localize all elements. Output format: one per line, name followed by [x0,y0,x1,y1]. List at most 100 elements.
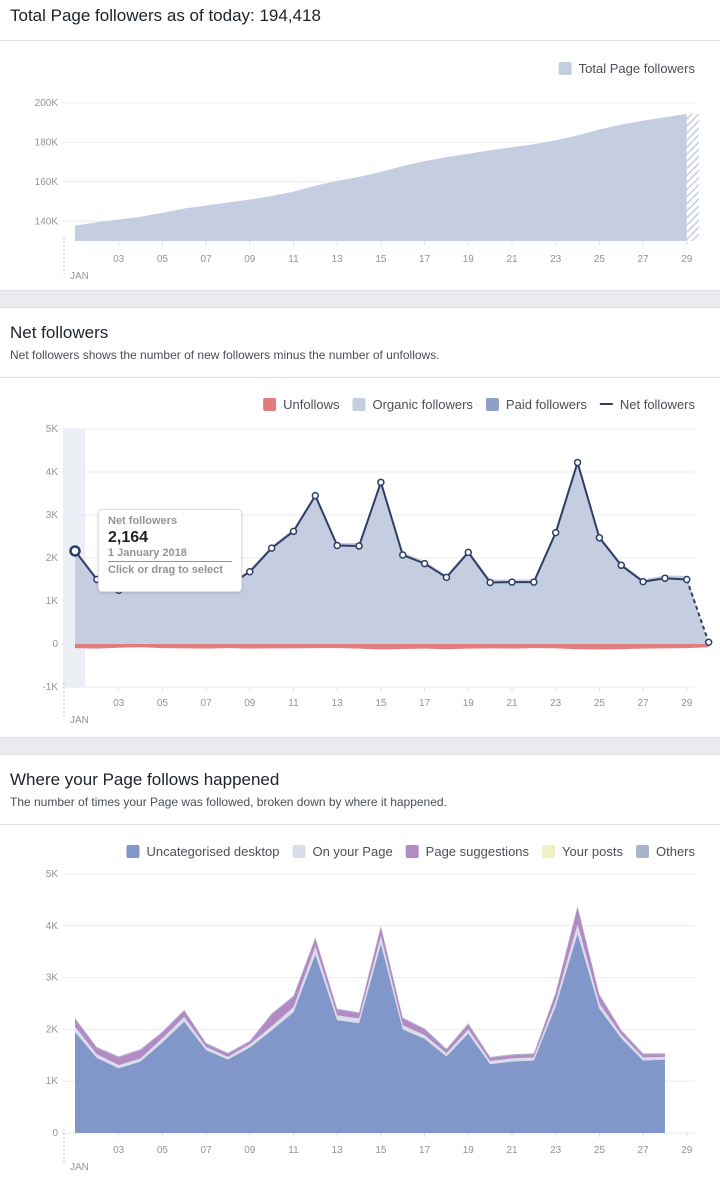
net-followers-chart[interactable]: -1K 0 1K 2K 3K 4K 5K 03 05 07 09 11 13 15 17 19 21 23 25 27… [0,378,720,738]
x-tick-label: 11 [288,1145,299,1156]
tooltip-value: 2,164 [108,529,149,546]
x-tick-label: 17 [419,698,431,709]
y-tick-label: 2K [46,553,59,564]
net-followers-subtitle: Net followers shows the number of new fo… [10,348,440,362]
x-tick-label: 23 [550,254,562,265]
x-tick-label: 19 [463,698,475,709]
x-axis-caption: JAN [70,1162,89,1173]
y-tick-label: -1K [42,682,58,693]
legend-swatch [558,62,572,75]
net-followers-point [420,559,429,568]
net-followers-point [683,575,691,584]
net-followers-point [355,542,363,550]
legend-label: Your posts [562,844,623,859]
total-followers-chart-panel: 140K 160K 180K 200K 03 05 07 09 11 13 15 17 19 21 23 25… [0,41,720,291]
x-tick-label: 07 [201,1145,213,1156]
x-tick-label: 07 [201,254,213,265]
x-tick-label: 29 [681,1145,693,1156]
y-tick-label: 160K [35,177,59,188]
x-axis-caption: JAN [70,715,89,726]
y-tick-label: 1K [46,1076,59,1087]
y-tick-label: 3K [46,510,59,521]
legend-label: Total Page followers [579,61,696,76]
x-tick-label: 15 [375,698,387,709]
net-followers-point [661,574,669,582]
net-followers-point [333,541,341,550]
x-tick-label: 21 [506,698,518,709]
x-tick-label: 15 [375,254,387,265]
x-tick-label: 05 [157,1145,169,1156]
x-tick-label: 25 [594,254,606,265]
net-followers-point [69,545,81,557]
x-tick-label: 05 [157,698,169,709]
unfollows-area [75,644,709,650]
legend-swatch [292,845,306,858]
x-tick-label: 23 [550,1145,562,1156]
legend-swatch [126,845,140,858]
net-followers-point [311,491,320,500]
x-axis-caption: JAN [70,271,89,282]
follows-source-chart-panel: 0 1K 2K 3K 4K 5K 03 05 07 09 11 13 15 17 19 21 23 25 27 29 J… [0,825,720,1177]
net-followers-point [289,527,298,536]
net-followers-point [442,573,451,582]
x-tick-label: 27 [638,1145,650,1156]
tooltip-hint: Click or drag to select [108,564,223,576]
net-followers-point [530,578,538,586]
net-followers-point [508,578,516,586]
y-tick-label: 1K [46,596,59,607]
y-tick-label: 4K [46,921,59,932]
net-followers-point [399,551,407,559]
net-followers-point [377,478,385,487]
net-followers-point [486,578,494,587]
net-followers-header: Net followers Net followers shows the nu… [0,307,720,378]
legend-label: On your Page [312,844,392,859]
y-tick-label: 180K [35,137,59,148]
x-tick-label: 27 [638,254,650,265]
legend-swatch [485,398,499,411]
legend-label: Paid followers [506,397,587,412]
y-tick-label: 200K [35,98,59,109]
x-tick-label: 13 [332,698,344,709]
y-tick-label: 5K [46,424,59,435]
x-tick-label: 29 [681,698,693,709]
follows-source-chart[interactable]: 0 1K 2K 3K 4K 5K 03 05 07 09 11 13 15 17 19 21 23 25 27 29 J… [0,825,720,1177]
follows-source-subtitle: The number of times your Page was follow… [10,795,447,809]
net-followers-point [639,577,647,586]
y-tick-label: 0 [52,639,58,650]
x-tick-label: 29 [681,254,693,265]
y-tick-label: 4K [46,467,59,478]
y-tick-label: 5K [46,869,59,880]
legend-swatch [405,845,419,858]
legend-label: Organic followers [372,397,473,412]
legend-swatch [635,845,649,858]
x-tick-label: 11 [288,254,299,265]
x-tick-label: 03 [113,698,125,709]
x-tick-label: 11 [288,698,299,709]
x-tick-label: 17 [419,1145,431,1156]
x-tick-label: 13 [332,254,344,265]
net-followers-tooltip: Net followers 2,164 1 January 2018 Click… [98,509,242,592]
follows-source-title: Where your Page follows happened [10,770,280,789]
x-tick-label: 13 [332,1145,344,1156]
x-tick-label: 19 [463,1145,475,1156]
uncategorised-desktop-area [75,933,665,1133]
organic-followers-area [75,460,709,644]
x-tick-label: 21 [506,1145,518,1156]
x-tick-label: 25 [594,1145,606,1156]
net-followers-point [551,528,560,537]
legend-label: Others [656,844,696,859]
x-tick-label: 23 [550,698,562,709]
total-followers-area [75,113,687,241]
x-tick-label: 15 [375,1145,387,1156]
legend-label: Net followers [620,397,696,412]
legend-label: Unfollows [283,397,340,412]
x-tick-label: 05 [157,254,169,265]
y-tick-label: 140K [35,216,59,227]
tooltip-date: 1 January 2018 [108,547,232,562]
total-followers-chart[interactable]: 140K 160K 180K 200K 03 05 07 09 11 13 15 17 19 21 23 25… [0,41,720,291]
legend-label: Page suggestions [426,844,530,859]
net-followers-point [267,544,276,552]
x-tick-label: 03 [113,1145,125,1156]
net-followers-point [464,548,473,557]
net-followers-point [704,638,713,647]
